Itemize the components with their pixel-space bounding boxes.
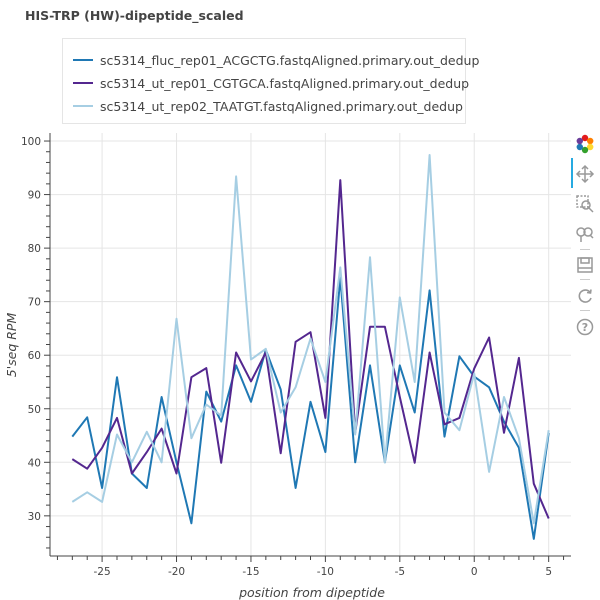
- active-tool-marker: [571, 158, 573, 188]
- toolbar-separator: [580, 279, 590, 280]
- legend-swatch: [73, 82, 93, 84]
- y-tick-label: 100: [21, 136, 41, 148]
- svg-text:?: ?: [582, 321, 588, 334]
- legend-item[interactable]: sc5314_fluc_rep01_ACGCTG.fastqAligned.pr…: [73, 50, 479, 70]
- y-tick-label: 60: [28, 350, 41, 362]
- y-axis-label: 5'seq RPM: [4, 313, 19, 378]
- grid: [50, 133, 571, 556]
- series-line-3: [71, 154, 550, 525]
- legend-label: sc5314_ut_rep02_TAATGT.fastqAligned.prim…: [100, 98, 463, 114]
- legend[interactable]: sc5314_fluc_rep01_ACGCTG.fastqAligned.pr…: [62, 38, 479, 124]
- y-tick-label: 80: [28, 243, 41, 255]
- axes: -25 -20 -15 -10 -5 0 5 30 40 50 60 70 80 90 100: [21, 133, 571, 578]
- legend-swatch: [73, 105, 93, 107]
- pan-icon[interactable]: [573, 162, 597, 186]
- legend-item[interactable]: sc5314_ut_rep01_CGTGCA.fastqAligned.prim…: [73, 73, 469, 93]
- toolbar-separator: [580, 249, 590, 250]
- y-tick-label: 70: [28, 297, 41, 309]
- y-tick-label: 30: [28, 511, 41, 523]
- x-tick-label: 0: [471, 566, 478, 578]
- x-tick-label: -10: [317, 566, 334, 578]
- help-icon[interactable]: ?: [573, 315, 597, 339]
- x-tick-label: -5: [395, 566, 405, 578]
- y-tick-label: 50: [28, 404, 41, 416]
- save-icon[interactable]: [573, 253, 597, 277]
- series-line-1: [71, 276, 550, 540]
- x-tick-label: -15: [242, 566, 259, 578]
- toolbar-separator: [580, 310, 590, 311]
- wheel-zoom-icon[interactable]: [573, 222, 597, 246]
- x-tick-label: -20: [168, 566, 185, 578]
- series-lines: [71, 154, 550, 540]
- chart-title: HIS-TRP (HW)-dipeptide_scaled: [25, 8, 244, 23]
- reset-icon[interactable]: [573, 284, 597, 308]
- x-axis-label: position from dipeptide: [238, 585, 385, 600]
- legend-swatch: [73, 59, 93, 61]
- legend-label: sc5314_fluc_rep01_ACGCTG.fastqAligned.pr…: [100, 52, 480, 68]
- x-tick-label: 5: [545, 566, 552, 578]
- legend-item[interactable]: sc5314_ut_rep02_TAATGT.fastqAligned.prim…: [73, 96, 463, 116]
- x-tick-label: -25: [94, 566, 111, 578]
- y-tick-label: 90: [28, 190, 41, 202]
- box-zoom-icon[interactable]: [573, 192, 597, 216]
- bokeh-logo-icon[interactable]: [573, 132, 597, 156]
- legend-label: sc5314_ut_rep01_CGTGCA.fastqAligned.prim…: [100, 75, 470, 91]
- y-tick-label: 40: [28, 457, 41, 469]
- series-line-2: [71, 179, 550, 519]
